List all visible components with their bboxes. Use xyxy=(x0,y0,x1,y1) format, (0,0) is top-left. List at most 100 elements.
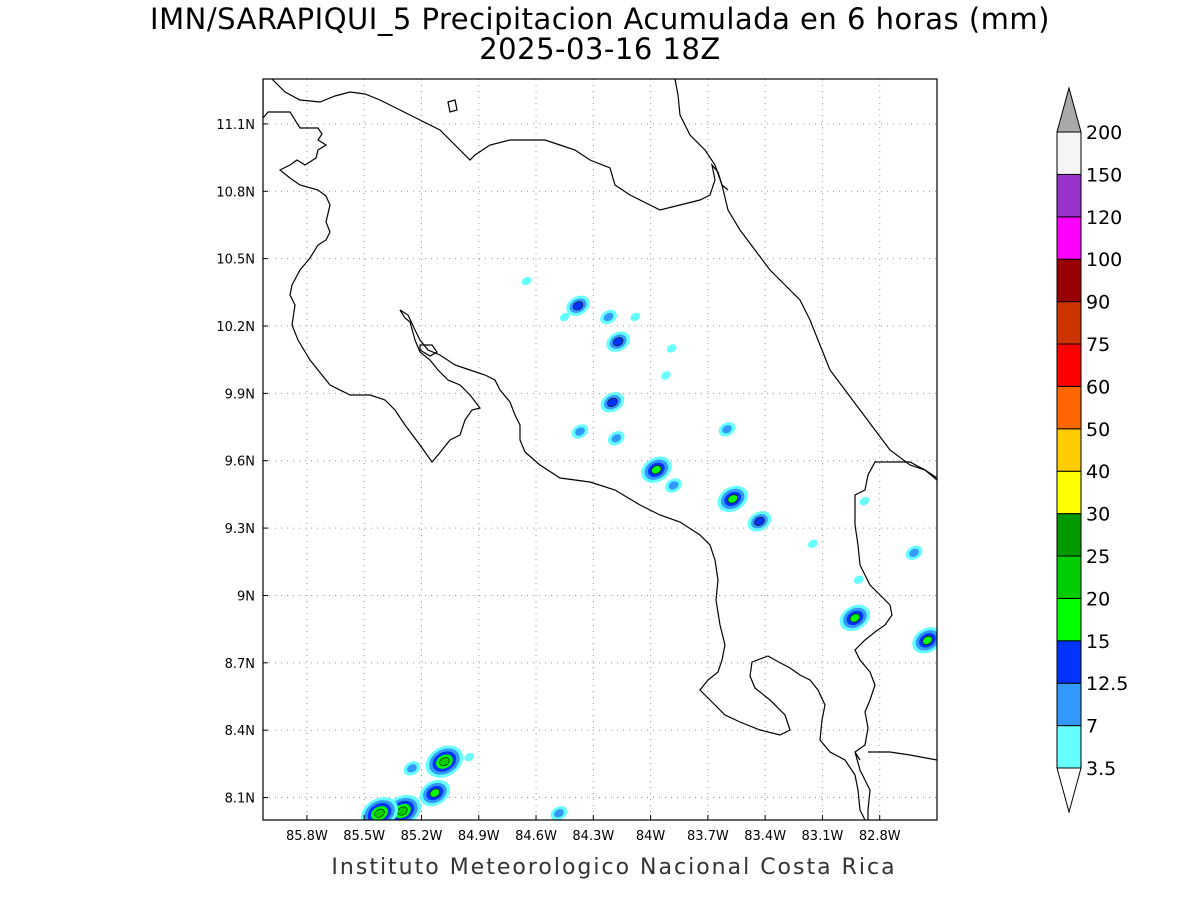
lat-tick-label: 11.1N xyxy=(216,118,255,133)
lat-tick-label: 10.5N xyxy=(216,253,255,268)
precipitation-cells xyxy=(360,276,937,820)
rain-contour xyxy=(439,757,450,767)
colorbar-label: 7 xyxy=(1086,716,1098,738)
colorbar-label: 40 xyxy=(1086,461,1110,483)
gulf-of-nicoya-island xyxy=(419,344,438,357)
colorbar-label: 25 xyxy=(1086,546,1110,568)
colorbar-swatch xyxy=(1056,513,1082,557)
footer-credit: Instituto Meteorologico Nacional Costa R… xyxy=(331,855,897,880)
colorbar-swatch xyxy=(1056,343,1082,387)
nicaragua-coast-northwest xyxy=(263,79,482,463)
lat-tick-label: 10.2N xyxy=(216,320,255,335)
rain-cell xyxy=(630,312,641,322)
lon-tick-label: 84.3W xyxy=(572,829,614,844)
lat-tick-label: 9N xyxy=(237,589,255,604)
rain-contour xyxy=(572,301,584,311)
lon-tick-label: 84.6W xyxy=(515,829,557,844)
rain-contour xyxy=(521,276,532,286)
colorbar-label: 20 xyxy=(1086,588,1110,610)
rain-contour xyxy=(397,806,408,816)
colorbar-swatch xyxy=(1056,258,1082,303)
rain-cell xyxy=(853,575,864,584)
lon-tick-label: 83.4W xyxy=(744,829,786,844)
rain-contour xyxy=(559,312,570,322)
rain-contour xyxy=(630,312,641,322)
panama-border xyxy=(854,461,937,820)
rain-cell xyxy=(464,752,475,762)
rain-cell xyxy=(665,478,682,493)
rain-cell xyxy=(839,604,871,632)
panama-coast xyxy=(868,751,937,761)
rain-cell xyxy=(905,545,923,560)
rain-contour xyxy=(853,575,864,584)
gridlines xyxy=(263,79,937,820)
nicaragua-border xyxy=(271,79,729,211)
colorbar-swatch xyxy=(1056,640,1082,684)
lat-tick-label: 9.9N xyxy=(225,387,255,402)
longitude-ticks: 85.8W 85.5W 85.2W 84.9W 84.6W 84.3W 84W 83.7W 83… xyxy=(286,815,901,844)
rain-cell xyxy=(600,392,625,413)
rain-contour xyxy=(575,427,585,436)
burica-peninsula xyxy=(854,751,861,761)
rain-cell xyxy=(717,485,748,513)
lon-tick-label: 83.1W xyxy=(802,829,844,844)
rain-contour xyxy=(429,788,441,798)
lon-tick-label: 83.7W xyxy=(687,829,729,844)
lon-tick-label: 84W xyxy=(636,829,666,844)
rain-contour xyxy=(849,613,861,623)
map-title: IMN/SARAPIQUI_5 Precipitacion Acumulada … xyxy=(150,2,1050,36)
lon-tick-label: 85.5W xyxy=(343,829,385,844)
colorbar-label: 12.5 xyxy=(1086,673,1128,695)
colorbar-swatch xyxy=(1056,216,1082,260)
rain-cell xyxy=(641,456,672,483)
rain-contour xyxy=(374,808,385,818)
colorbar-label: 60 xyxy=(1086,376,1110,398)
colorbar-under-arrow xyxy=(1056,767,1082,814)
colorbar-swatch xyxy=(1056,428,1082,472)
colorbar-label: 120 xyxy=(1086,207,1122,229)
colorbar-swatch xyxy=(1056,597,1082,642)
caribbean-coast xyxy=(674,79,937,481)
rain-contour xyxy=(727,494,738,504)
colorbar-label: 30 xyxy=(1086,504,1110,526)
colorbar-label: 3.5 xyxy=(1086,758,1116,780)
colorbar-label: 200 xyxy=(1086,122,1122,144)
map-datetime: 2025-03-16 18Z xyxy=(479,32,721,66)
rain-contour xyxy=(603,312,614,322)
rain-cell xyxy=(566,295,590,316)
rain-cell xyxy=(912,627,937,654)
plot-frame xyxy=(262,78,938,821)
rain-cell xyxy=(747,511,772,532)
rain-cell xyxy=(859,496,870,506)
rain-cell xyxy=(425,745,464,778)
lat-tick-label: 10.8N xyxy=(216,185,255,200)
rain-cell xyxy=(660,371,671,380)
lon-tick-label: 85.8W xyxy=(286,829,328,844)
rain-contour xyxy=(611,434,622,443)
lat-tick-label: 9.6N xyxy=(225,455,255,470)
rain-cell xyxy=(559,312,570,322)
colorbar-swatch xyxy=(1056,470,1082,515)
rain-contour xyxy=(651,465,662,475)
lat-tick-label: 8.1N xyxy=(225,792,255,807)
rain-cell xyxy=(718,422,736,437)
colorbar-swatch xyxy=(1056,682,1082,727)
lat-tick-label: 8.4N xyxy=(225,724,255,739)
rain-contour xyxy=(612,337,624,347)
colorbar-label: 100 xyxy=(1086,249,1122,271)
rain-cell xyxy=(606,331,630,352)
rain-cell xyxy=(521,276,532,286)
lat-tick-label: 8.7N xyxy=(225,657,255,672)
lon-tick-label: 82.8W xyxy=(859,829,901,844)
colorbar-label: 150 xyxy=(1086,164,1122,186)
rain-contour xyxy=(859,496,870,506)
latitude-ticks: 8.1N 8.4N 8.7N 9N 9.3N 9.6N 9.9N 10.2N 10.5N 10.8… xyxy=(216,118,268,807)
rain-contour xyxy=(808,539,818,549)
rain-cell xyxy=(808,539,818,549)
coastline xyxy=(263,79,937,820)
colorbar: 3.5 7 12.5 15 20 25 30 40 50 60 75 90 100 120 150 200 xyxy=(1056,86,1128,814)
rain-cell xyxy=(550,806,568,820)
rain-contour xyxy=(922,635,933,645)
rain-contour xyxy=(666,344,677,353)
